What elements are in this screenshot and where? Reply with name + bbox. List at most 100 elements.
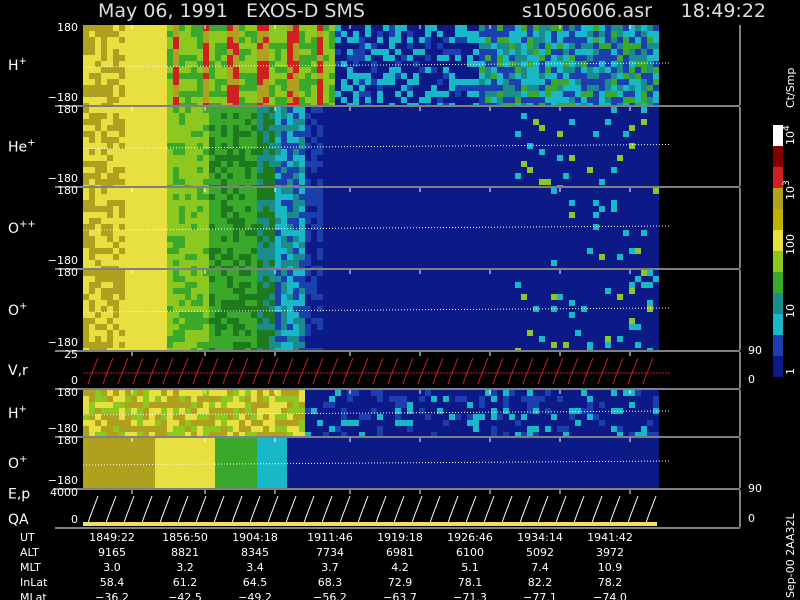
cell: [647, 149, 653, 155]
cell: [581, 113, 587, 119]
cell: [383, 103, 389, 105]
cell: [197, 91, 203, 97]
cell: [383, 242, 389, 248]
cell: [197, 31, 203, 37]
cell: [545, 218, 551, 224]
cell: [203, 224, 209, 230]
cell: [269, 137, 275, 143]
cell: [623, 79, 629, 85]
cell: [233, 173, 239, 179]
cell: [545, 137, 551, 143]
cell: [137, 55, 143, 61]
cell: [113, 276, 119, 282]
cell: [431, 185, 437, 186]
cell: [641, 149, 647, 155]
cell: [461, 206, 467, 212]
cell: [617, 212, 623, 218]
cell: [509, 79, 515, 85]
cell: [191, 73, 197, 79]
cell: [89, 266, 95, 268]
cell: [353, 137, 359, 143]
cell: [461, 294, 467, 300]
cell: [263, 276, 269, 282]
cell: [611, 236, 617, 242]
cell: [359, 85, 365, 91]
cell: [179, 61, 185, 67]
cell: [299, 149, 305, 155]
cell: [605, 137, 611, 143]
cell: [305, 149, 311, 155]
cell: [437, 103, 443, 105]
cell: [125, 236, 131, 242]
cell: [647, 61, 653, 67]
cell: [257, 330, 263, 336]
cell: [281, 185, 287, 186]
cell: [119, 206, 125, 212]
cell: [377, 206, 383, 212]
cell: [221, 324, 227, 330]
cell: [509, 113, 515, 119]
cell: [401, 206, 407, 212]
cell: [293, 206, 299, 212]
cell: [317, 324, 323, 330]
cell: [251, 270, 257, 276]
cell: [137, 103, 143, 105]
cell: [281, 167, 287, 173]
cell: [359, 288, 365, 294]
cell: [443, 137, 449, 143]
cell: [599, 55, 605, 61]
cell: [401, 107, 407, 113]
cell: [647, 179, 653, 185]
cell: [221, 173, 227, 179]
cell: [83, 179, 89, 185]
cell: [359, 260, 365, 266]
cell: [521, 91, 527, 97]
cell: [89, 306, 95, 312]
cell: [305, 348, 311, 350]
cell: [539, 143, 545, 149]
cell: [353, 254, 359, 260]
cell: [215, 167, 221, 173]
cell: [305, 188, 311, 194]
cell: [305, 155, 311, 161]
cell: [413, 55, 419, 61]
cell: [137, 37, 143, 43]
cell: [365, 119, 371, 125]
cell: [233, 149, 239, 155]
cell: [329, 125, 335, 131]
cell: [605, 173, 611, 179]
cell: [509, 85, 515, 91]
cell: [347, 103, 353, 105]
cell: [161, 149, 167, 155]
cell: [569, 167, 575, 173]
cell: [413, 43, 419, 49]
cell: [419, 43, 425, 49]
cell: [467, 161, 473, 167]
cell: [191, 194, 197, 200]
cell: [395, 230, 401, 236]
cell: [107, 254, 113, 260]
cell: [257, 242, 263, 248]
cell: [449, 324, 455, 330]
cell: [653, 194, 659, 200]
cell: [515, 97, 521, 103]
cell: [413, 103, 419, 105]
cell: [251, 155, 257, 161]
cell: [341, 107, 347, 113]
cell: [647, 161, 653, 167]
cell: [209, 103, 215, 105]
cell: [131, 103, 137, 105]
cell: [365, 248, 371, 254]
cell: [557, 55, 563, 61]
cell: [119, 49, 125, 55]
cell: [557, 266, 563, 268]
cell: [215, 155, 221, 161]
cell: [635, 179, 641, 185]
cell: [137, 224, 143, 230]
cell: [329, 137, 335, 143]
cell: [581, 25, 587, 31]
cell: [371, 161, 377, 167]
cell: [449, 282, 455, 288]
cell: [83, 330, 89, 336]
cell: [575, 248, 581, 254]
